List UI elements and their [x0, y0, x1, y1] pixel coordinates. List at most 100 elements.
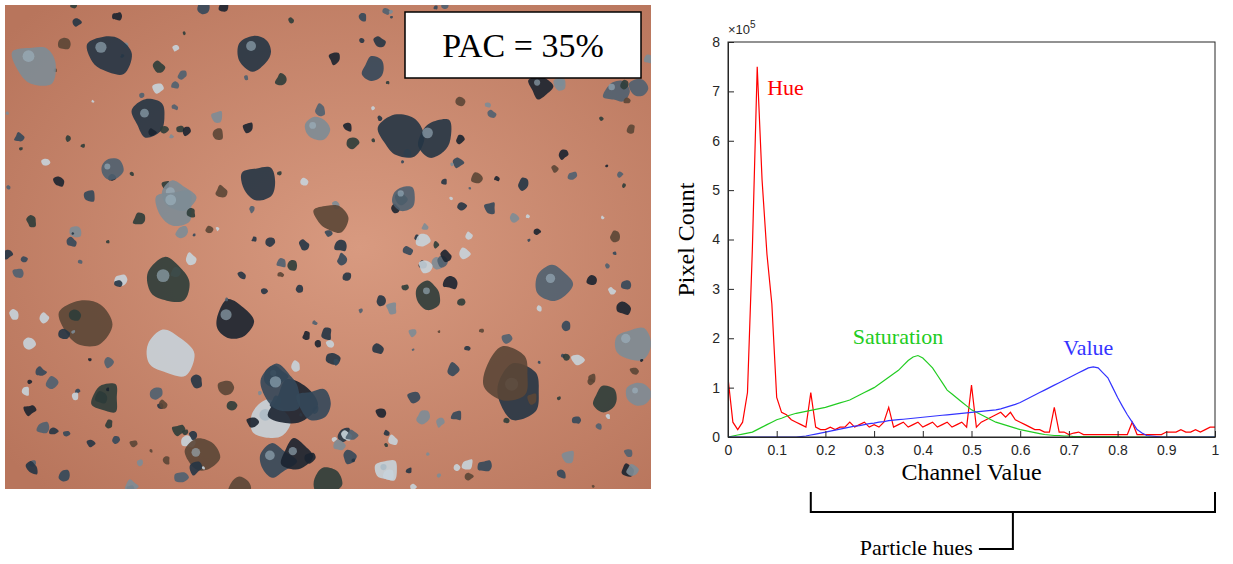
particle [392, 186, 415, 211]
particle [376, 408, 387, 417]
particle [443, 276, 458, 289]
particle-highlight [423, 287, 430, 294]
particle-highlight [289, 447, 297, 455]
particle [562, 451, 574, 464]
particle [251, 236, 256, 241]
particle [227, 401, 238, 411]
image-label-text: PAC = 35% [442, 27, 604, 64]
particle [237, 36, 271, 72]
particle [155, 190, 191, 226]
y-tick: 1 [712, 380, 734, 396]
particle [372, 343, 384, 354]
particle [371, 138, 375, 142]
particle [390, 16, 393, 19]
particle [601, 216, 605, 220]
photo-background [5, 5, 651, 489]
particle [471, 172, 483, 183]
particle [596, 423, 602, 429]
particle [112, 436, 120, 444]
x-axis-title: Channel Value [901, 459, 1041, 485]
y-tick: 4 [712, 231, 734, 247]
particle [325, 230, 333, 237]
x-tick: 0.8 [1108, 431, 1128, 458]
annotation-bracket [811, 492, 1215, 549]
particle [133, 212, 145, 224]
particle [640, 359, 643, 362]
particle [276, 258, 285, 267]
particle [378, 114, 425, 158]
x-tick: 0.5 [962, 431, 982, 458]
y-tick-label: 8 [712, 34, 720, 50]
x-tick-mark [972, 431, 973, 437]
particle [125, 479, 139, 489]
particle [244, 75, 248, 80]
particle [305, 117, 330, 140]
particle [502, 334, 513, 344]
particle-highlight [309, 122, 316, 129]
particle [129, 441, 137, 448]
particle [403, 246, 413, 255]
particle [528, 76, 553, 99]
particle-highlight [191, 448, 200, 457]
plot-frame [728, 42, 1215, 437]
x-tick-label: 0.3 [865, 442, 885, 458]
particle [447, 362, 459, 376]
particle [608, 287, 616, 295]
particle [277, 272, 284, 277]
y-tick-label: 3 [712, 281, 720, 297]
particle [114, 280, 122, 287]
particle [503, 418, 509, 423]
particle [205, 226, 213, 233]
particle [148, 128, 157, 136]
particle [288, 17, 294, 23]
x-tick-mark [1215, 431, 1216, 437]
particle [243, 123, 253, 134]
particle [626, 464, 639, 476]
particle [21, 256, 28, 262]
particle [169, 134, 174, 138]
series-label: Value [1063, 335, 1113, 360]
particle [377, 295, 386, 306]
series-label: Hue [767, 75, 804, 100]
particle-highlight [534, 79, 540, 85]
x-tick-label: 0.2 [816, 442, 836, 458]
particle [213, 128, 223, 140]
particle [228, 477, 251, 489]
particle [572, 416, 581, 423]
particle [457, 202, 467, 210]
particle [23, 405, 36, 416]
particle [551, 165, 558, 173]
particle [454, 464, 461, 471]
particle [314, 467, 343, 489]
particle [153, 60, 166, 72]
image-label: PAC = 35% [405, 12, 641, 78]
x-tick-mark [825, 431, 826, 437]
y-tick: 5 [712, 182, 734, 198]
particle [536, 265, 574, 301]
particle [621, 280, 631, 289]
particle [190, 462, 203, 476]
x-tick-mark [1118, 431, 1119, 437]
particle [321, 327, 331, 340]
particle [91, 100, 94, 103]
particle [592, 485, 595, 488]
particle [81, 144, 85, 148]
particle [410, 484, 417, 489]
particle [241, 167, 275, 201]
particle [149, 449, 152, 453]
particle [388, 435, 398, 446]
particle [130, 172, 134, 176]
particle [313, 205, 348, 233]
particle [193, 233, 196, 236]
particle [160, 126, 169, 134]
y-tick: 6 [712, 133, 734, 149]
particle [260, 363, 300, 411]
particle [49, 428, 59, 435]
particle [315, 103, 325, 116]
particle [147, 329, 195, 376]
particle [389, 10, 393, 14]
particle [14, 132, 25, 141]
particle [422, 223, 429, 230]
particle [26, 461, 38, 474]
x-tick: 0.1 [767, 431, 787, 458]
